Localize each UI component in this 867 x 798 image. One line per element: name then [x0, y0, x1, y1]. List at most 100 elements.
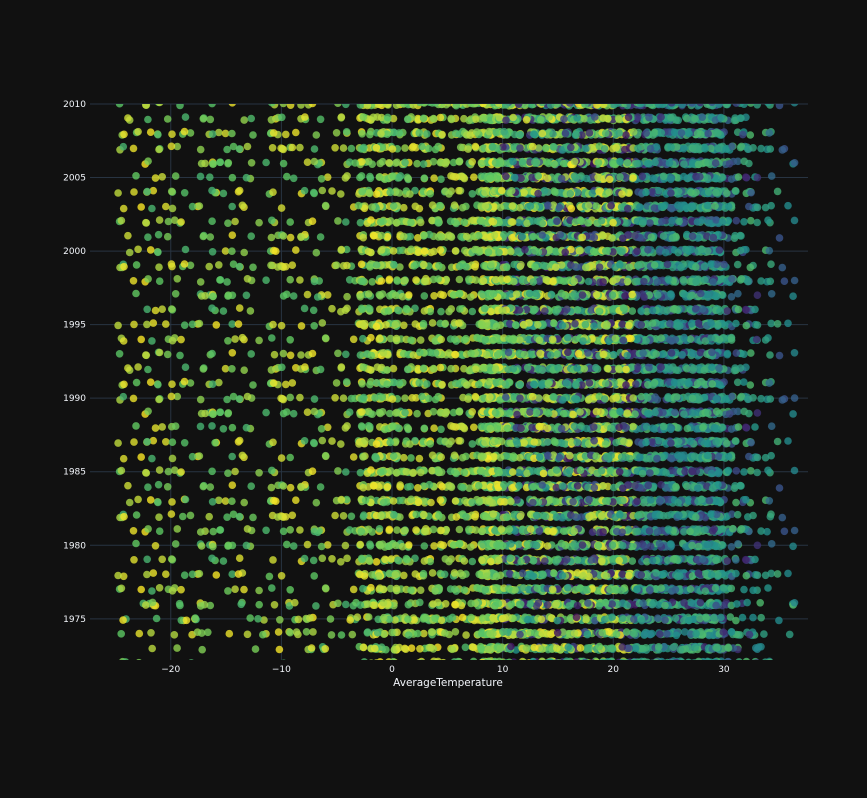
data-point — [506, 554, 514, 562]
data-point — [540, 661, 548, 669]
data-point — [418, 659, 426, 667]
data-point — [272, 497, 280, 505]
data-point — [506, 525, 514, 533]
data-point — [570, 527, 578, 535]
data-point — [616, 468, 624, 476]
data-point — [692, 644, 700, 652]
data-point — [478, 660, 486, 668]
data-point — [503, 514, 511, 522]
data-point — [774, 570, 782, 578]
data-point — [724, 557, 732, 565]
data-point — [742, 424, 750, 432]
data-point — [319, 437, 327, 445]
data-point — [560, 410, 568, 418]
data-point — [209, 410, 217, 418]
data-point — [479, 541, 487, 549]
data-point — [156, 584, 164, 592]
data-point — [165, 468, 173, 476]
data-point — [715, 453, 723, 461]
data-point — [712, 557, 720, 565]
data-point — [678, 454, 686, 462]
data-point — [691, 659, 699, 667]
data-point — [495, 557, 503, 565]
data-point — [577, 644, 585, 652]
data-point — [704, 409, 712, 417]
data-point — [459, 614, 467, 622]
data-point — [124, 482, 132, 490]
data-point — [286, 629, 294, 637]
data-point — [367, 466, 375, 474]
data-point — [470, 424, 478, 432]
data-point — [390, 497, 398, 505]
data-point — [477, 452, 485, 460]
data-point — [585, 661, 593, 669]
data-point — [609, 645, 617, 653]
data-point — [618, 643, 626, 651]
data-point — [472, 393, 480, 401]
data-point — [559, 396, 567, 404]
data-point — [517, 558, 525, 566]
data-point — [704, 541, 712, 549]
data-point — [152, 542, 160, 550]
data-point — [442, 600, 450, 608]
data-point — [322, 584, 330, 592]
data-point — [669, 659, 677, 667]
data-point — [244, 525, 252, 533]
data-point — [435, 512, 443, 520]
data-point — [309, 467, 317, 475]
data-point — [445, 482, 453, 490]
data-point — [791, 527, 799, 535]
data-point — [639, 470, 647, 478]
data-point — [220, 557, 228, 565]
data-point — [695, 543, 703, 551]
data-point — [621, 661, 629, 669]
data-point — [209, 543, 217, 551]
data-point — [569, 498, 577, 506]
data-point — [668, 587, 676, 595]
data-point — [413, 410, 421, 418]
data-point — [520, 584, 528, 592]
data-point — [655, 643, 663, 651]
data-point — [148, 455, 156, 463]
data-point — [130, 527, 138, 535]
data-point — [646, 586, 654, 594]
data-point — [179, 513, 187, 521]
data-point — [635, 511, 643, 519]
data-point — [598, 629, 606, 637]
data-point — [728, 585, 736, 593]
data-point — [396, 481, 404, 489]
data-point — [550, 570, 558, 578]
data-point — [631, 410, 639, 418]
data-point — [447, 585, 455, 593]
data-point — [286, 394, 294, 402]
data-point — [558, 425, 566, 433]
data-point — [654, 614, 662, 622]
data-point — [767, 395, 775, 403]
data-point — [622, 424, 630, 432]
data-point — [460, 424, 468, 432]
data-point — [290, 542, 298, 550]
data-point — [753, 469, 761, 477]
data-point — [720, 584, 728, 592]
data-point — [130, 395, 138, 403]
data-point — [519, 570, 527, 578]
data-point — [467, 600, 475, 608]
data-point — [474, 660, 482, 668]
data-point — [497, 645, 505, 653]
data-point — [555, 659, 563, 667]
data-point — [743, 599, 751, 607]
data-point — [374, 629, 382, 637]
data-point — [278, 572, 286, 580]
data-point — [636, 660, 644, 668]
data-point — [122, 658, 130, 666]
data-point — [311, 408, 319, 416]
data-point — [337, 440, 345, 448]
data-point — [142, 469, 150, 477]
data-point — [535, 423, 543, 431]
data-point — [224, 469, 232, 477]
data-point — [401, 394, 409, 402]
data-point — [606, 586, 614, 594]
data-point — [376, 658, 384, 666]
data-point — [735, 658, 743, 666]
data-point — [649, 660, 657, 668]
